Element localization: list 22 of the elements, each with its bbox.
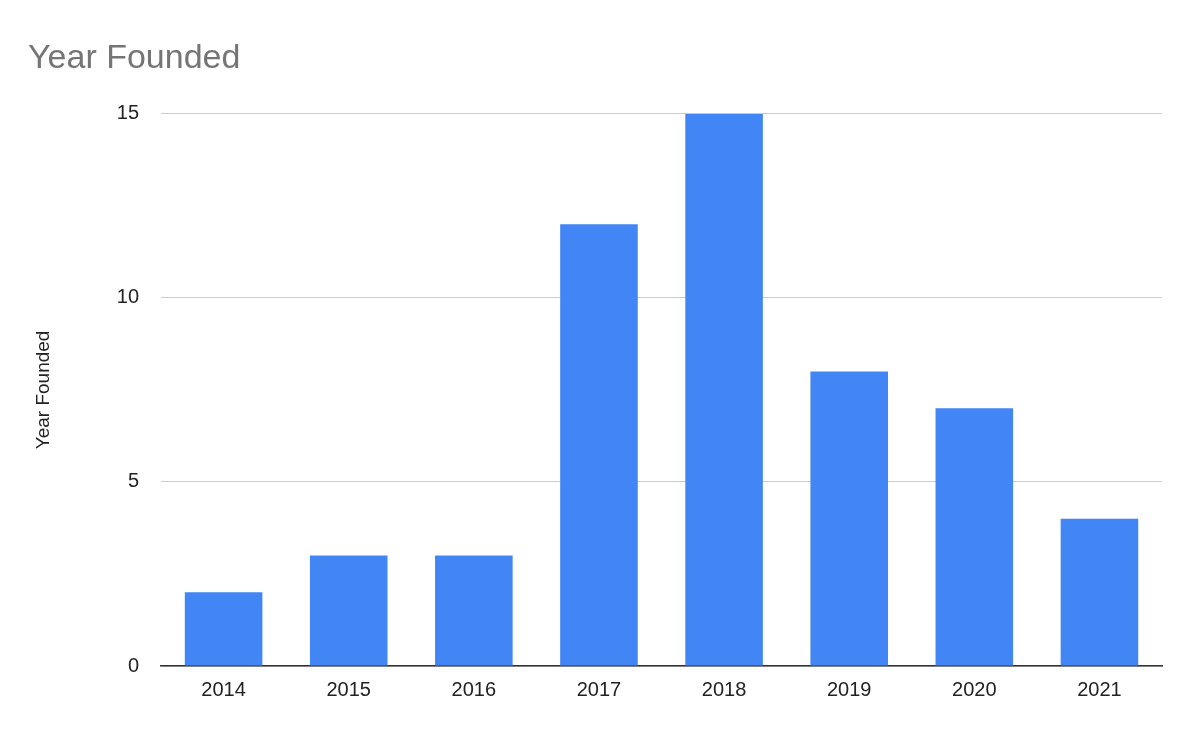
y-tick-label: 0 (127, 653, 140, 676)
y-tick-label: 15 (116, 101, 140, 124)
bar (685, 113, 763, 666)
x-tick-label: 2019 (826, 677, 872, 700)
bar (1060, 518, 1139, 666)
y-axis-title: Year Founded (31, 330, 53, 450)
y-tick-label: 10 (116, 285, 140, 308)
x-tick-label: 2017 (576, 677, 622, 700)
bar (309, 555, 388, 666)
x-tick-label: 2014 (201, 677, 246, 700)
bar (560, 224, 638, 666)
bar (810, 371, 888, 666)
bar (435, 555, 513, 666)
x-tick-label: 2018 (701, 677, 747, 700)
chart-title: Year Founded (28, 36, 241, 75)
bar (184, 592, 263, 666)
x-tick-label: 2020 (952, 677, 997, 700)
x-tick-label: 2016 (451, 677, 497, 700)
bar (935, 408, 1014, 666)
x-tick-label: 2021 (1077, 677, 1122, 700)
x-tick-label: 2015 (326, 677, 371, 700)
y-tick-label: 5 (127, 469, 140, 492)
